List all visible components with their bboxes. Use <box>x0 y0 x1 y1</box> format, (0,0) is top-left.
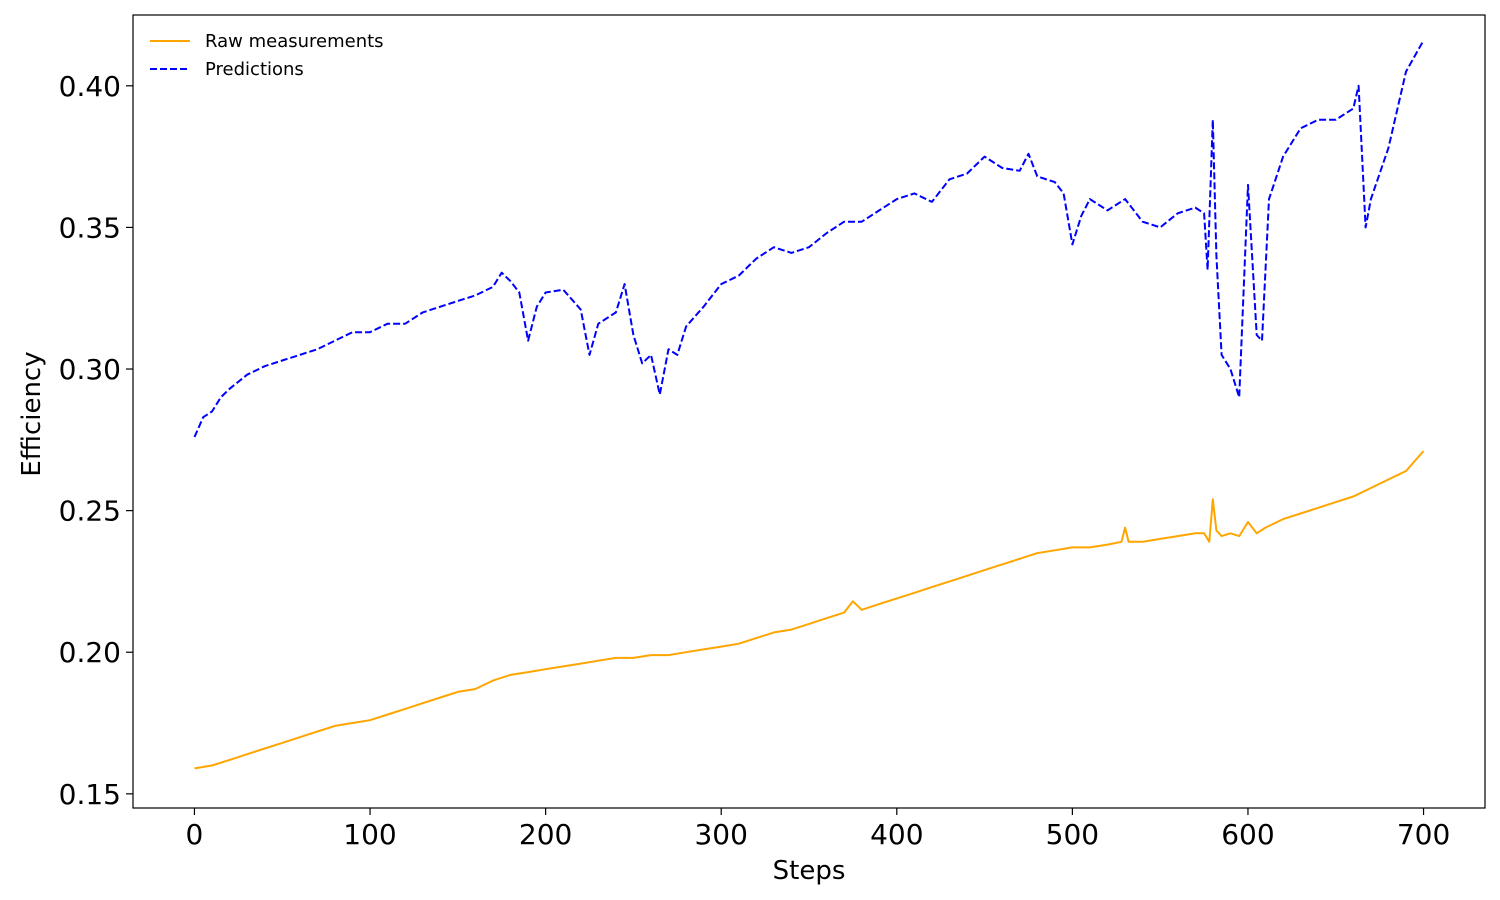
x-tick-label: 300 <box>694 818 747 851</box>
x-tick-label: 0 <box>186 818 204 851</box>
y-tick-label: 0.25 <box>59 495 121 528</box>
x-tick-label: 600 <box>1221 818 1274 851</box>
y-axis-ticks: 0.15 0.20 0.25 0.30 0.35 0.40 <box>59 70 133 811</box>
x-axis-label: Steps <box>773 856 846 886</box>
series-layer <box>193 40 1425 770</box>
y-axis-label: Efficiency <box>17 351 47 476</box>
plot-frame <box>132 14 1486 809</box>
legend-label-raw-measurements: Raw measurements <box>205 31 384 52</box>
legend-label-predictions: Predictions <box>205 59 304 80</box>
y-tick-label: 0.35 <box>59 211 121 244</box>
y-tick-label: 0.30 <box>59 353 121 386</box>
x-tick-label: 700 <box>1397 818 1450 851</box>
legend: Raw measurements Predictions <box>150 31 384 80</box>
y-tick-label: 0.40 <box>59 70 121 103</box>
x-tick-label: 100 <box>343 818 396 851</box>
y-tick-label: 0.15 <box>59 778 121 811</box>
series-line-predictions <box>193 40 1425 438</box>
x-tick-label: 200 <box>519 818 572 851</box>
x-axis-ticks: 0 100 200 300 400 500 600 700 <box>186 808 1450 851</box>
x-tick-label: 500 <box>1046 818 1099 851</box>
y-tick-label: 0.20 <box>59 636 121 669</box>
x-tick-label: 400 <box>870 818 923 851</box>
series-line-raw-measurements <box>194 450 1425 770</box>
